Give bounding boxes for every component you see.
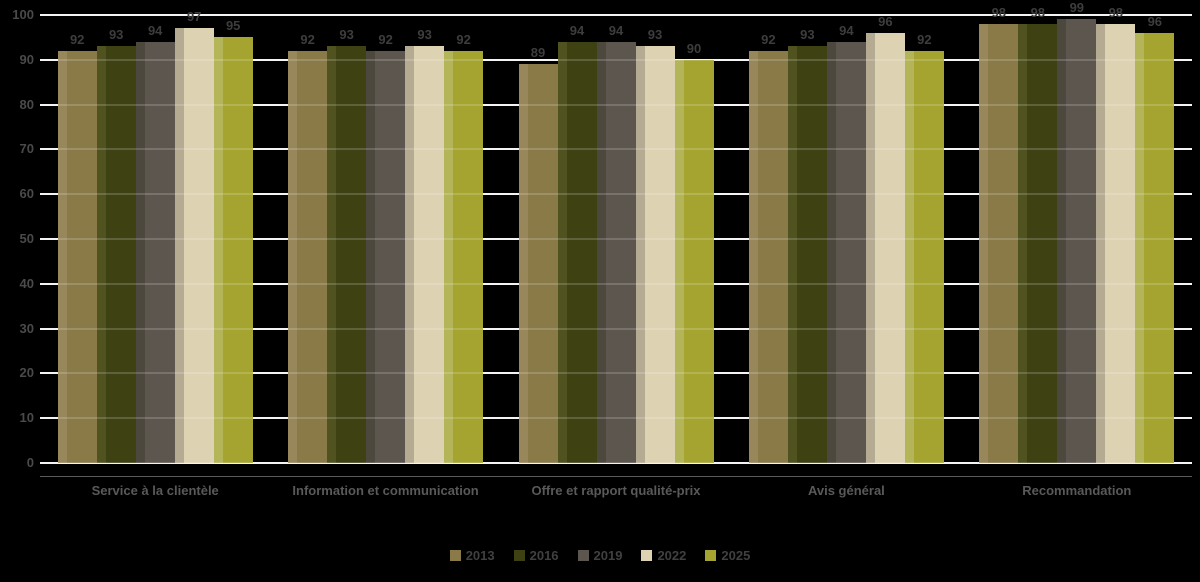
- bar-2019-4: [826, 41, 866, 463]
- gridline-overlay: [40, 417, 1192, 420]
- bar-2025-5: [1135, 32, 1175, 463]
- y-axis-tick-label: 90: [19, 51, 34, 67]
- bar-2013-4: [748, 50, 788, 463]
- bar-value-label: 93: [417, 27, 432, 43]
- legend-label: 2019: [593, 548, 623, 563]
- bar-2013-5: [979, 23, 1019, 463]
- gridline-overlay: [40, 58, 1192, 61]
- bar-value-label: 92: [69, 31, 85, 47]
- y-axis-tick-label: 20: [19, 365, 34, 381]
- bar-2019-5: [1057, 19, 1097, 463]
- legend-item-2019: 2019: [577, 548, 623, 563]
- bar-value-label: 98: [1030, 4, 1046, 20]
- bar-value-label: 94: [839, 22, 854, 38]
- bar-2013-2: [288, 50, 328, 463]
- y-axis-tick-label: 50: [19, 231, 34, 246]
- bar-2025-4: [904, 50, 944, 463]
- gridline-overlay: [40, 103, 1192, 106]
- bar-2013-3: [518, 64, 558, 463]
- gridline-overlay: [40, 327, 1192, 330]
- category-label: Information et communication: [292, 483, 479, 498]
- bar-value-label: 99: [1069, 0, 1085, 16]
- y-axis-tick-label: 30: [19, 320, 34, 336]
- bar-2013-1: [57, 50, 97, 463]
- bar-2022-2: [405, 46, 445, 463]
- bar-2019-1: [135, 41, 175, 463]
- bar-2022-3: [635, 46, 675, 463]
- legend-swatch: [641, 550, 653, 561]
- legend-swatch: [449, 550, 461, 561]
- bar-value-label: 94: [569, 22, 585, 38]
- bar-2019-2: [366, 50, 406, 463]
- bar-value-label: 93: [800, 27, 815, 43]
- category-label: Avis général: [807, 483, 885, 498]
- gridline-overlay: [40, 282, 1192, 285]
- bar-2019-3: [596, 41, 636, 463]
- bar-value-label: 92: [456, 31, 471, 47]
- x-axis-line: [40, 476, 1192, 477]
- bar-value-label: 95: [225, 18, 241, 34]
- legend-label: 2013: [465, 548, 495, 563]
- y-axis-tick-label: 100: [12, 7, 34, 22]
- category-label: Recommandation: [1022, 483, 1132, 498]
- legend-item-2022: 2022: [641, 548, 686, 563]
- bar-value-label: 96: [1147, 13, 1163, 29]
- bar-value-label: 93: [108, 27, 124, 43]
- legend-swatch: [513, 550, 525, 561]
- bar-2016-3: [557, 41, 597, 463]
- bar-value-label: 98: [1108, 4, 1124, 20]
- gridline-overlay: [40, 238, 1192, 240]
- bar-value-label: 92: [917, 31, 932, 47]
- bar-2025-3: [674, 59, 714, 463]
- bar-value-label: 98: [991, 4, 1007, 20]
- gridline-overlay: [40, 14, 1192, 16]
- legend-item-2013: 2013: [449, 548, 495, 563]
- y-axis-tick-label: 60: [19, 186, 34, 202]
- bar-2022-4: [865, 32, 905, 463]
- bar-2025-2: [444, 50, 484, 463]
- bar-value-label: 93: [339, 27, 354, 43]
- bar-2016-4: [787, 46, 827, 463]
- bar-2016-2: [327, 46, 367, 463]
- bar-value-label: 92: [378, 31, 393, 47]
- gridline-overlay: [40, 462, 1192, 464]
- legend-label: 2025: [721, 548, 751, 563]
- bar-value-label: 97: [186, 9, 202, 25]
- bar-value-label: 92: [761, 31, 776, 47]
- bar-2022-1: [174, 28, 214, 463]
- y-axis-tick-label: 10: [19, 410, 34, 426]
- gridline-overlay: [40, 193, 1192, 196]
- bar-value-label: 92: [300, 31, 315, 47]
- gridline: [40, 462, 1192, 464]
- category-label: Offre et rapport qualité-prix: [531, 483, 701, 498]
- category-label: Service à la clientèle: [91, 483, 219, 498]
- gridline-overlay: [40, 148, 1192, 151]
- bar-value-label: 94: [608, 22, 624, 38]
- y-axis-tick-label: 80: [19, 96, 34, 112]
- legend-label: 2022: [657, 548, 687, 563]
- bar-value-label: 94: [147, 22, 163, 38]
- bar-value-label: 90: [686, 40, 702, 56]
- y-axis-tick-label: 40: [19, 275, 34, 291]
- legend-item-2025: 2025: [705, 548, 750, 563]
- bar-2025-1: [213, 37, 253, 463]
- legend-item-2016: 2016: [513, 548, 559, 563]
- bar-2022-5: [1096, 23, 1136, 463]
- y-axis-tick-label: 0: [26, 455, 34, 470]
- legend-swatch: [705, 550, 717, 561]
- legend-swatch: [577, 550, 589, 561]
- bar-2016-1: [96, 46, 136, 463]
- bar-value-label: 96: [878, 13, 893, 29]
- bar-value-label: 89: [530, 45, 546, 61]
- gridline: [40, 14, 1192, 16]
- gridline-overlay: [40, 372, 1192, 375]
- y-axis-tick-label: 70: [19, 141, 34, 157]
- chart-legend: 2013 2016 2019 2022 2025: [0, 548, 1200, 563]
- legend-label: 2016: [529, 548, 559, 563]
- bar-2016-5: [1018, 23, 1058, 463]
- bar-value-label: 93: [647, 27, 663, 43]
